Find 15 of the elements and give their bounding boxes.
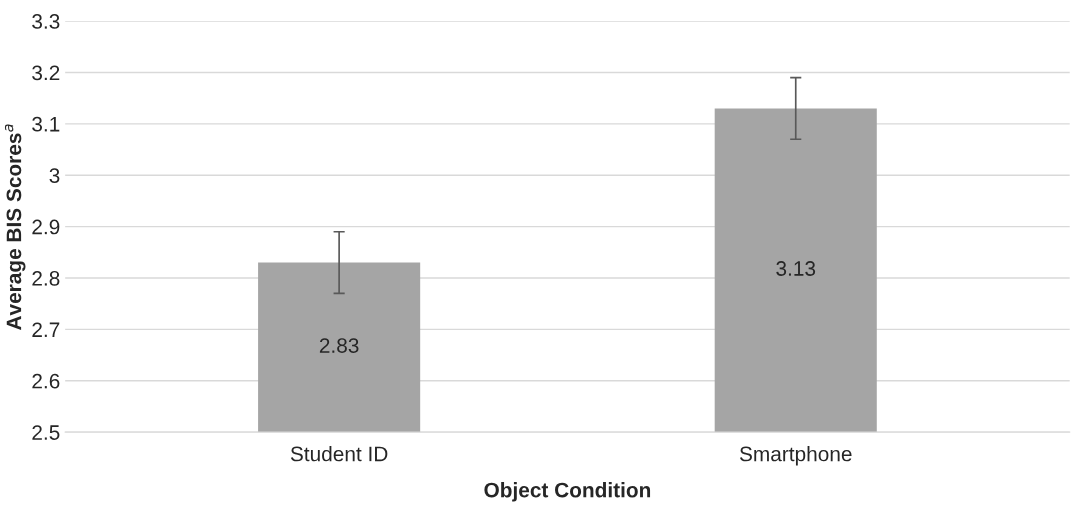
data-label: 2.83 (319, 338, 359, 353)
y-tick-label: 2.5 (32, 425, 60, 440)
y-tick-label: 2.8 (32, 270, 60, 286)
y-tick-label: 2.9 (32, 219, 60, 235)
data-label: 3.13 (776, 261, 816, 276)
y-tick-label: 3.1 (32, 116, 60, 132)
x-tick-label: Smartphone (739, 446, 852, 466)
x-tick-label: Student ID (290, 446, 388, 462)
y-tick-label: 2.7 (32, 322, 60, 337)
y-tick-label: 3.3 (32, 14, 60, 29)
x-axis-title: Object Condition (484, 482, 651, 502)
y-tick-label: 3.2 (32, 65, 60, 81)
y-tick-label: 2.6 (32, 373, 60, 389)
y-axis-title: Average BIS Scores$^{a}$ (4, 124, 26, 331)
y-tick-label: 3 (49, 168, 60, 183)
